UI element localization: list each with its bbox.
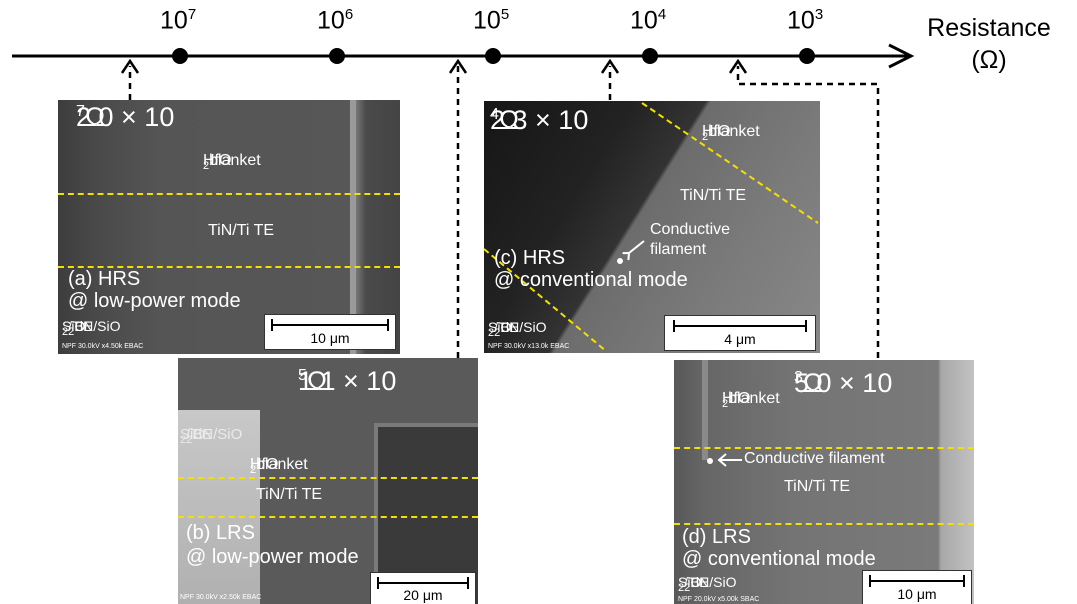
connector-a	[120, 58, 140, 100]
panel-c-tin-label: TiN/Ti TE	[680, 187, 747, 204]
panel-b-tin-label: TiN/Ti TE	[256, 486, 323, 503]
axis-title: Resistance (Ω)	[914, 12, 1064, 76]
panel-d-filament-label: Conductive filament	[744, 450, 885, 467]
connector-c	[600, 58, 620, 100]
panel-a-info: NPF 30.0kV x4.50k EBAC	[62, 343, 144, 350]
panel-c-filament-label-1: Conductive	[650, 221, 731, 238]
panel-c-filament-label-2: filament	[650, 241, 707, 258]
panel-d-info: NPF 20.0kV x5.00k SBAC	[678, 596, 760, 603]
connector-b	[448, 58, 468, 358]
tick-dot-1e4	[642, 48, 658, 64]
panel-d-tin-label: TiN/Ti TE	[784, 478, 851, 495]
panel-a-boundary-bottom	[58, 266, 400, 268]
panel-c-scale-label: 4 μm	[724, 331, 756, 347]
panel-a-sem-image: 2.0 × 10 7 Ω HfO 2 blanket TiN/Ti TE (a) H…	[58, 100, 400, 354]
panel-c-hfo2-label: HfO 2 blanket	[702, 123, 760, 144]
tick-label-1e5: 105	[473, 6, 510, 35]
panel-d-boundary-bottom	[674, 523, 974, 525]
panel-b-be-region	[178, 410, 260, 604]
tick-dot-1e3	[799, 48, 815, 64]
panel-c-info: NPF 30.0kV x13.0k EBAC	[488, 343, 570, 350]
panel-d-scale-bar: 10 μm	[862, 570, 972, 604]
panel-d-caption-2: @ conventional mode	[682, 548, 876, 570]
panel-b-sem-image: 1.1 × 10 5 Ω SiO 2/TiN/SiO 2 BE HfO 2 blanke…	[178, 358, 478, 604]
tick-label-1e3: 103	[787, 6, 824, 35]
panel-a-scale-bar: 10 μm	[264, 314, 396, 350]
panel-b-hfo2-label: HfO 2 blanket	[250, 456, 308, 477]
panel-a-scale-label: 10 μm	[310, 330, 350, 346]
panel-c-caption-1: (c) HRS	[494, 247, 566, 269]
panel-a-caption-2: @ low-power mode	[68, 290, 241, 312]
panel-d-filament-arrow	[707, 453, 742, 467]
tick-dot-1e5	[485, 48, 501, 64]
panel-d-be-label: SiO 2/TiN/SiO 2 BE	[678, 574, 737, 594]
panel-a-tin-label: TiN/Ti TE	[208, 222, 275, 239]
panel-a-be-label: SiO 2/TiN/SiO 2 BE	[62, 318, 121, 338]
panel-d-boundary-top	[674, 447, 974, 449]
panel-d-scale-label: 10 μm	[897, 586, 937, 602]
axis-title-line1: Resistance	[927, 14, 1051, 42]
axis-title-line2: (Ω)	[971, 46, 1007, 74]
panel-a-caption-1: (a) HRS	[68, 268, 141, 290]
panel-a-edge	[350, 100, 356, 354]
panel-b-info: NPF 30.0kV x2.50k EBAC	[180, 594, 262, 601]
panel-d-resistance: 5.0 × 10 3 Ω	[794, 368, 893, 398]
panel-d-edge	[702, 360, 708, 460]
panel-a-resistance: 2.0 × 10 7 Ω	[76, 102, 175, 132]
panel-a-hfo2-label: HfO 2 blanket	[203, 152, 261, 173]
tick-label-1e4: 104	[630, 6, 667, 35]
panel-d-sem-image: 5.0 × 10 3 Ω HfO 2 blanket Conductive fila…	[674, 360, 974, 604]
tick-label-1e6: 106	[317, 6, 354, 35]
axis-arrowhead	[888, 43, 915, 69]
panel-c-sem-image: 2.3 × 10 4 Ω HfO 2 blanket TiN/Ti TE Condu…	[484, 101, 820, 353]
panel-b-scale-bar: 20 μm	[370, 572, 476, 604]
panel-b-boundary-bottom	[178, 516, 478, 518]
panel-b-resistance: 1.1 × 10 5 Ω	[298, 366, 397, 396]
panel-c-be-label: SiO 2/TiN/SiO 2 BE	[488, 319, 547, 339]
panel-b-caption-2: @ low-power mode	[186, 546, 359, 568]
panel-b-caption-1: (b) LRS	[186, 522, 255, 544]
tick-dot-1e7	[172, 48, 188, 64]
panel-d-hfo2-label: HfO 2 blanket	[722, 390, 780, 411]
panel-d-caption-1: (d) LRS	[682, 526, 751, 548]
panel-b-scale-label: 20 μm	[403, 587, 443, 603]
panel-b-boundary-top	[178, 477, 478, 479]
panel-c-caption-2: @ conventional mode	[494, 269, 688, 291]
panel-c-resistance: 2.3 × 10 4 Ω	[490, 105, 589, 135]
tick-label-1e7: 107	[160, 6, 197, 35]
tick-dot-1e6	[329, 48, 345, 64]
panel-a-boundary-top	[58, 193, 400, 195]
panel-c-boundaries	[484, 102, 819, 352]
panel-c-scale-bar: 4 μm	[664, 315, 816, 351]
panel-b-be-label: SiO 2/TiN/SiO 2 BE	[180, 426, 243, 446]
